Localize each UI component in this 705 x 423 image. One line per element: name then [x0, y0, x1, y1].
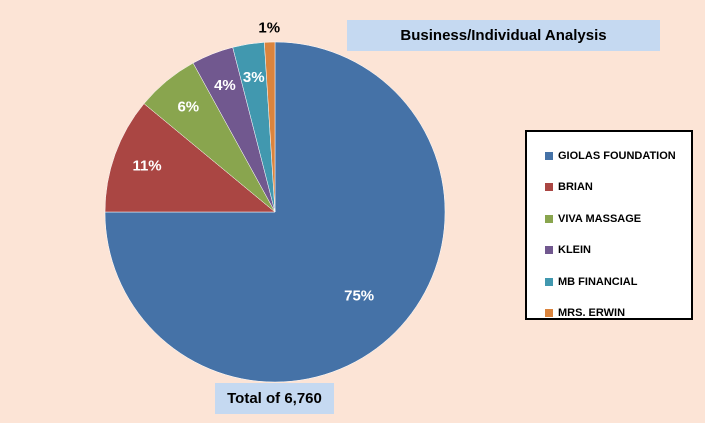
data-label: 75%	[344, 288, 374, 305]
data-label: 1%	[258, 20, 280, 37]
legend-label: GIOLAS FOUNDATION	[558, 149, 676, 162]
legend-item: MB FINANCIAL	[527, 266, 691, 298]
legend-item: VIVA MASSAGE	[527, 203, 691, 235]
legend-label: KLEIN	[558, 244, 591, 257]
legend-item: KLEIN	[527, 235, 691, 267]
pie-slice-giolas-foundation	[104, 41, 446, 383]
pie-slice-mrs-erwin	[264, 41, 276, 213]
pie-slice-brian	[104, 103, 276, 213]
legend-swatch	[545, 246, 553, 255]
legend-swatch	[545, 214, 553, 223]
legend-label: BRIAN	[558, 181, 593, 194]
legend-item: MRS. ERWIN	[527, 298, 691, 330]
chart-title: Business/Individual Analysis	[347, 20, 660, 51]
legend-item: BRIAN	[527, 172, 691, 204]
legend-swatch	[545, 309, 553, 318]
total-label: Total of 6,760	[215, 383, 334, 414]
legend-swatch	[545, 183, 553, 192]
data-label: 11%	[132, 157, 161, 174]
legend-item: GIOLAS FOUNDATION	[527, 140, 691, 172]
chart-legend: GIOLAS FOUNDATION BRIAN VIVA MASSAGE KLEIN M…	[525, 130, 693, 320]
data-label: 4%	[214, 77, 236, 94]
legend-label: VIVA MASSAGE	[558, 212, 642, 225]
data-label: 6%	[177, 99, 199, 116]
legend-swatch	[545, 277, 553, 286]
data-label: 3%	[243, 69, 265, 86]
legend-swatch	[545, 151, 553, 160]
legend-label: MRS. ERWIN	[558, 307, 626, 320]
legend-label: MB FINANCIAL	[558, 275, 638, 288]
